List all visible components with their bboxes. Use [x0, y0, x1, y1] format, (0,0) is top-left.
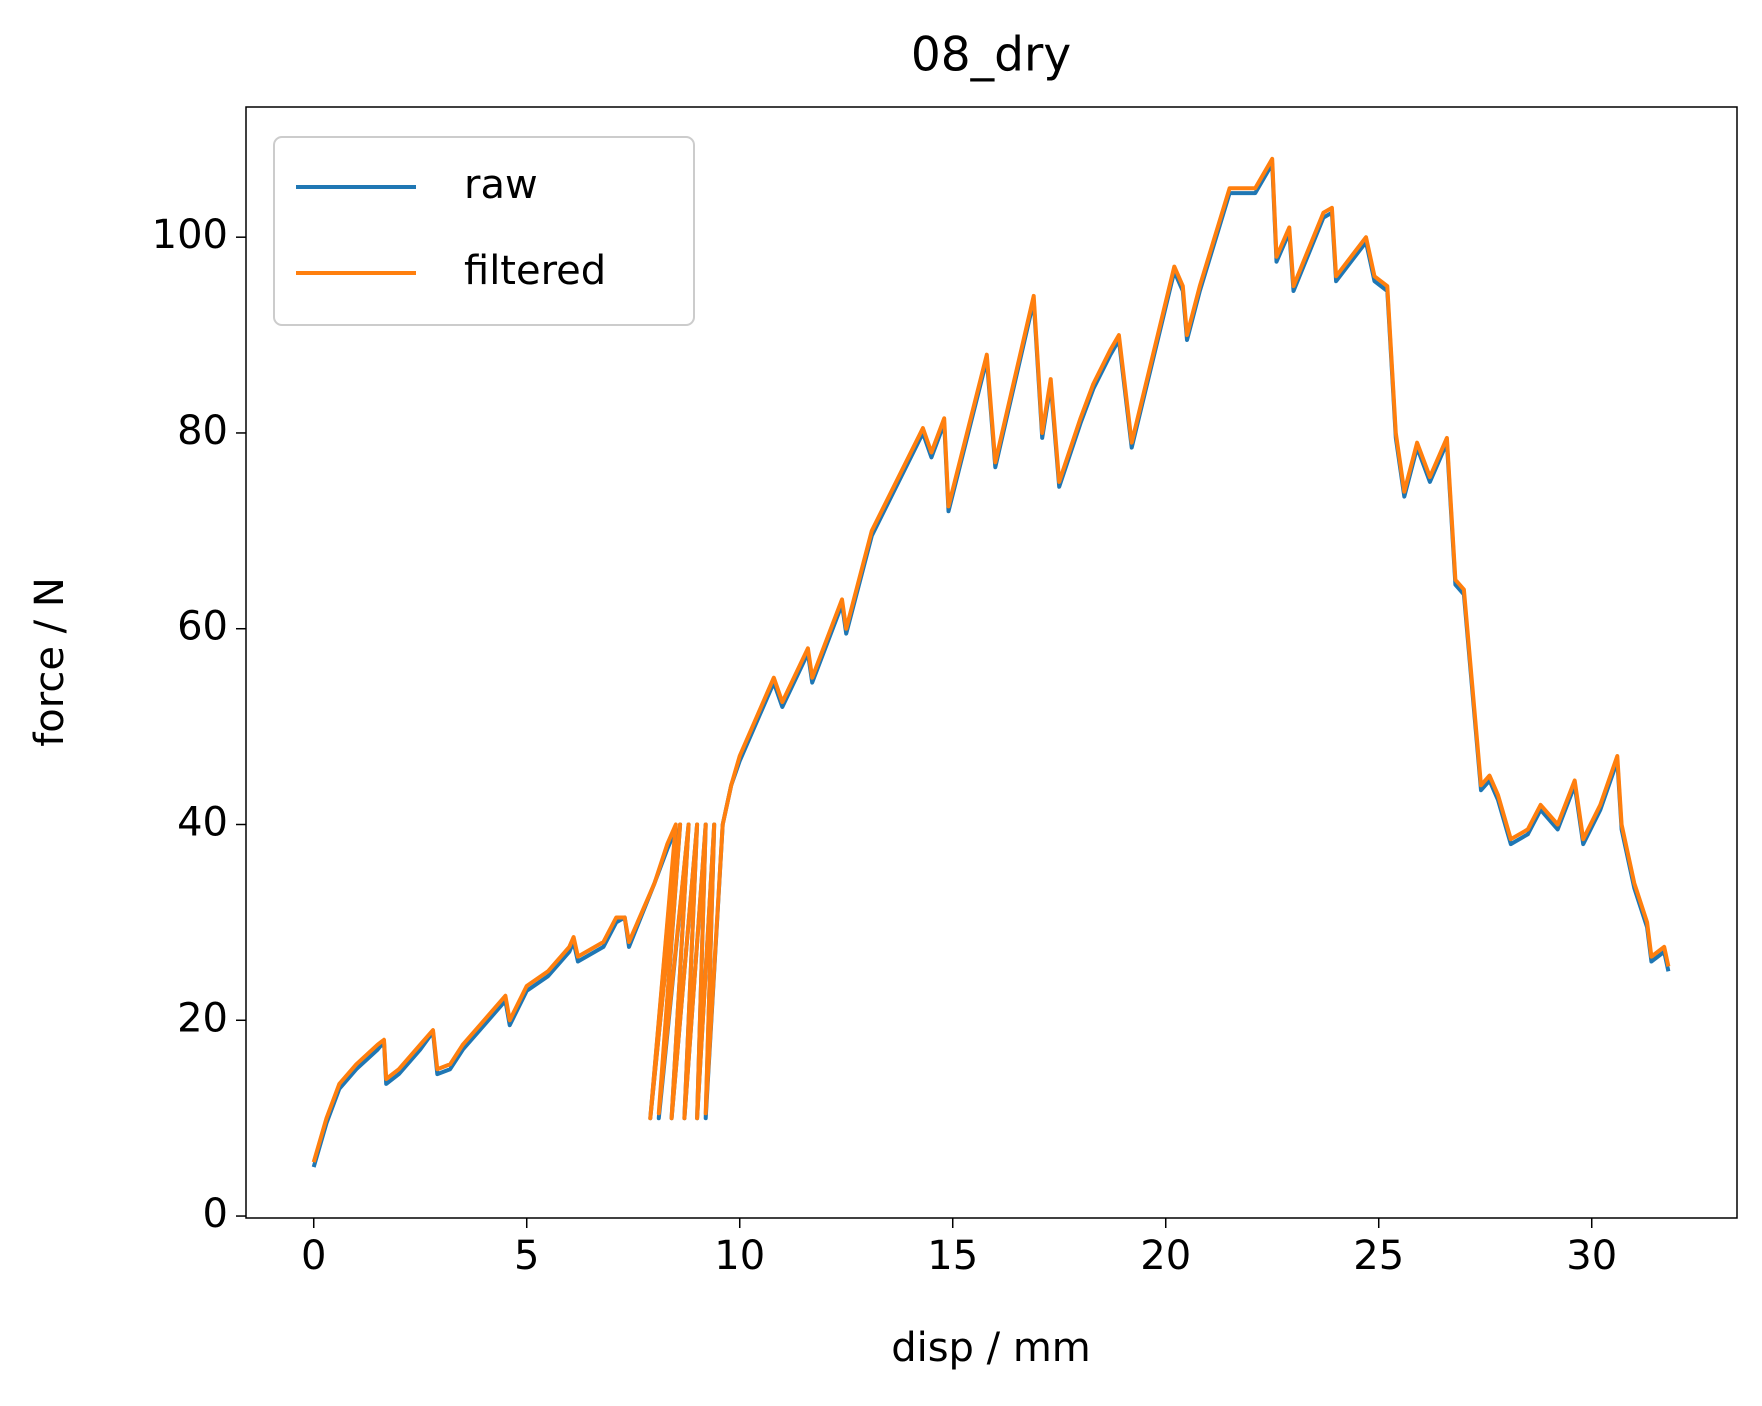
y-tick-label: 0: [203, 1191, 228, 1237]
x-tick-label: 10: [714, 1233, 765, 1279]
x-tick-label: 30: [1566, 1233, 1617, 1279]
y-tick-label: 80: [177, 408, 228, 454]
y-tick-label: 40: [177, 800, 228, 846]
series-line: [311, 156, 1671, 1163]
y-axis-label: force / N: [27, 577, 73, 747]
legend-box: [273, 136, 695, 326]
legend-label: raw: [464, 162, 538, 208]
y-tick-label: 60: [177, 604, 228, 650]
y-tick-label: 20: [177, 995, 228, 1041]
x-tick-label: 15: [927, 1233, 978, 1279]
x-axis-label: disp / mm: [891, 1325, 1091, 1371]
x-tick-label: 5: [514, 1233, 539, 1279]
x-tick-label: 25: [1353, 1233, 1404, 1279]
x-tick-label: 20: [1140, 1233, 1191, 1279]
chart-title: 08_dry: [911, 28, 1071, 83]
x-tick-label: 0: [301, 1233, 326, 1279]
legend-label: filtered: [464, 248, 606, 294]
y-tick-label: 100: [152, 212, 228, 258]
plot-frame: [245, 106, 1738, 1219]
